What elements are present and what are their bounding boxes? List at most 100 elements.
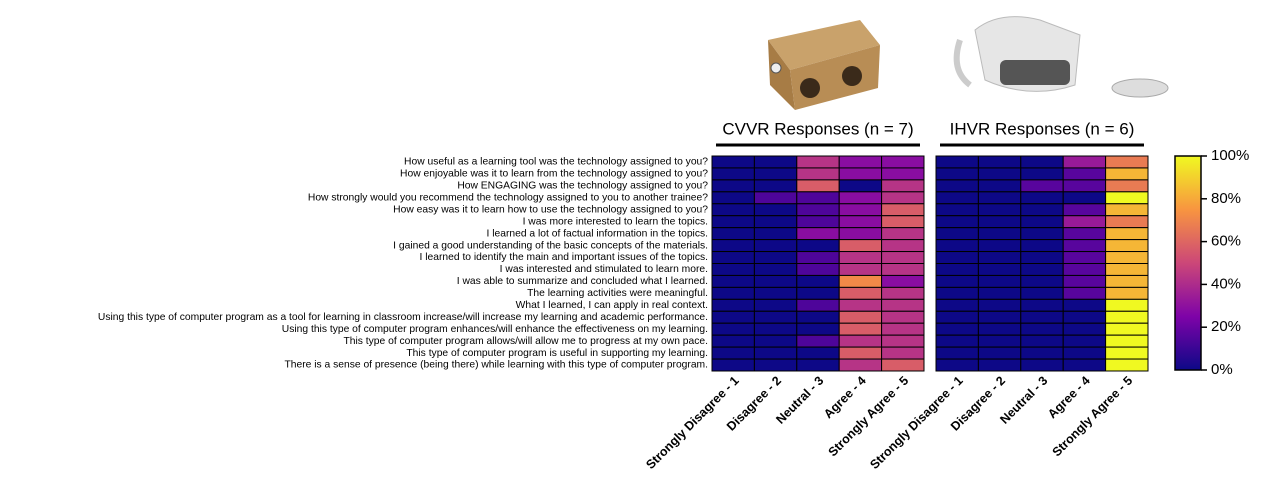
heatmap-cell — [838, 358, 883, 372]
heatmap-cell — [935, 263, 979, 276]
heatmap-cell — [935, 334, 979, 348]
heatmap-cell — [935, 155, 979, 169]
heatmap-cell — [881, 263, 925, 276]
heatmap-cell — [796, 274, 840, 288]
heatmap-cell — [838, 322, 883, 336]
heatmap-cell — [711, 346, 755, 360]
heatmap-cell — [977, 179, 1022, 193]
heatmap-cell — [796, 334, 840, 348]
heatmap-cell — [753, 310, 798, 324]
heatmap-cell — [1062, 191, 1107, 205]
heatmap-cell — [881, 251, 925, 265]
heatmap-cell — [977, 191, 1022, 205]
heatmap-cell — [753, 215, 798, 229]
heatmap-cell — [1062, 179, 1107, 193]
heatmap-cell — [1062, 358, 1107, 372]
heatmap-cell — [1020, 203, 1064, 217]
heatmap-cell — [711, 251, 755, 265]
heatmap-cell — [881, 155, 925, 169]
heatmap-cell — [1062, 346, 1107, 360]
heatmap-cell — [1062, 239, 1107, 253]
heatmap-cell — [977, 215, 1022, 229]
heatmap-cell — [1105, 286, 1149, 300]
heatmap-cell — [753, 155, 798, 169]
heatmap-cell — [935, 203, 979, 217]
heatmap-cell — [838, 286, 883, 300]
heatmap-cell — [838, 346, 883, 360]
heatmap-cell — [838, 191, 883, 205]
heatmap-cell — [1105, 298, 1149, 312]
heatmap-cell — [977, 358, 1022, 372]
row-label: What I learned, I can apply in real cont… — [516, 300, 708, 311]
heatmap-cell — [711, 274, 755, 288]
row-label: There is a sense of presence (being ther… — [284, 360, 708, 371]
heatmap-cell — [711, 167, 755, 181]
heatmap-cell — [977, 239, 1022, 253]
heatmap-cell — [935, 251, 979, 265]
heatmap-cell — [1105, 179, 1149, 193]
heatmap-cell — [796, 203, 840, 217]
heatmap-cell — [753, 227, 798, 241]
heatmap-cell — [1020, 251, 1064, 265]
row-label: The learning activities were meaningful. — [527, 288, 708, 299]
row-label: How ENGAGING was the technology assigned… — [457, 181, 708, 192]
heatmap-cell — [881, 298, 925, 312]
heatmap-cell — [838, 227, 883, 241]
heatmap-cell — [935, 286, 979, 300]
heatmap-cell — [935, 298, 979, 312]
heatmap-cell — [1062, 334, 1107, 348]
heatmap-cell — [838, 310, 883, 324]
heatmap-cell — [1062, 227, 1107, 241]
panel-title: IHVR Responses (n = 6) — [950, 119, 1135, 138]
heatmap-cell — [977, 167, 1022, 181]
heatmap-cell — [881, 358, 925, 372]
row-label: How enjoyable was it to learn from the t… — [400, 169, 708, 180]
heatmap-cell — [935, 346, 979, 360]
heatmap-cell — [711, 334, 755, 348]
row-label: I learned to identify the main and impor… — [420, 252, 708, 263]
heatmap-cell — [977, 310, 1022, 324]
heatmap-cell — [1105, 215, 1149, 229]
heatmap-cell — [935, 358, 979, 372]
heatmap-cell — [935, 179, 979, 193]
heatmap-cell — [935, 322, 979, 336]
heatmap-cell — [881, 179, 925, 193]
row-label: How strongly would you recommend the tec… — [308, 193, 708, 204]
heatmap-cell — [977, 251, 1022, 265]
heatmap-cell — [796, 191, 840, 205]
heatmap-cell — [881, 167, 925, 181]
heatmap-cell — [796, 179, 840, 193]
heatmap-cell — [753, 167, 798, 181]
heatmap-cell — [1105, 227, 1149, 241]
heatmap-cell — [753, 334, 798, 348]
heatmap-cell — [796, 322, 840, 336]
heatmap-cell — [935, 227, 979, 241]
heatmap-cell — [881, 227, 925, 241]
row-label: Using this type of computer program enha… — [282, 324, 708, 335]
heatmap-cell — [796, 215, 840, 229]
heatmap-cell — [1105, 203, 1149, 217]
colorbar-tick-label: 20% — [1211, 318, 1241, 335]
heatmap-cell — [711, 215, 755, 229]
colorbar-tick-label: 40% — [1211, 275, 1241, 292]
heatmap-cell — [1105, 334, 1149, 348]
heatmap-cell — [753, 263, 798, 276]
heatmap-cell — [1020, 215, 1064, 229]
heatmap-cell — [711, 203, 755, 217]
heatmap-cell — [1105, 346, 1149, 360]
heatmap-cell — [1020, 191, 1064, 205]
heatmap-cell — [838, 298, 883, 312]
heatmap-cell — [1020, 310, 1064, 324]
heatmap-cell — [1020, 227, 1064, 241]
panel-title: CVVR Responses (n = 7) — [722, 119, 913, 138]
heatmap-cell — [711, 310, 755, 324]
heatmap-cell — [838, 155, 883, 169]
row-label: I was interested and stimulated to learn… — [500, 264, 708, 275]
heatmap-cell — [881, 239, 925, 253]
heatmap-cell — [796, 298, 840, 312]
heatmap-cell — [753, 286, 798, 300]
heatmap-cell — [838, 334, 883, 348]
heatmap-cell — [1020, 286, 1064, 300]
heatmap-cell — [711, 263, 755, 276]
